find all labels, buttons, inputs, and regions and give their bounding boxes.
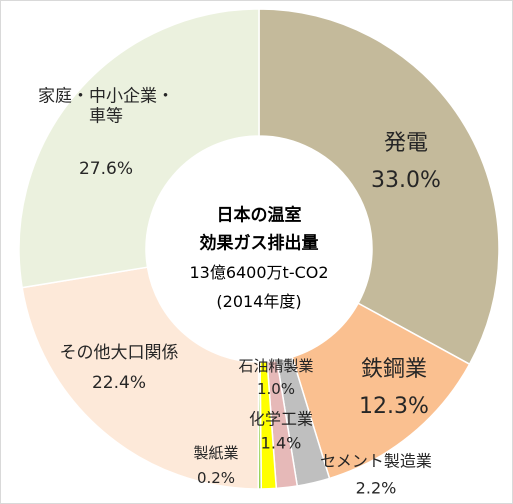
slice-label: 鉄鋼業 <box>360 356 428 382</box>
center-text: (2014年度) <box>216 292 302 311</box>
slice-value: 22.4% <box>91 372 147 393</box>
donut-slice <box>291 302 471 480</box>
donut-slice <box>258 8 500 366</box>
slice-value: 1.4% <box>260 433 302 453</box>
slice-value: 0.2% <box>196 469 236 487</box>
slice-value: 1.0% <box>256 380 296 398</box>
slice-label: 化学工業 <box>248 409 314 429</box>
slice-label: 発電 <box>383 130 429 156</box>
donut-slice <box>21 266 260 490</box>
donut-slice <box>18 8 260 289</box>
center-text: 効果ガス排出量 <box>199 233 319 254</box>
slice-value: 12.3% <box>359 393 429 419</box>
center-text: 13億6400万t-CO2 <box>189 263 329 282</box>
slice-label: その他大口関係 <box>59 342 179 363</box>
center-text: 日本の温室 <box>216 205 302 226</box>
slice-label: 製紙業 <box>193 444 239 462</box>
slice-value: 2.2% <box>355 478 397 498</box>
slice-label: 石油精製業 <box>238 357 314 375</box>
slice-label: 家庭・中小企業・車等 <box>38 86 174 127</box>
slice-value: 33.0% <box>371 167 441 193</box>
slice-label: セメント製造業 <box>320 451 432 471</box>
slice-value: 27.6% <box>78 158 134 179</box>
